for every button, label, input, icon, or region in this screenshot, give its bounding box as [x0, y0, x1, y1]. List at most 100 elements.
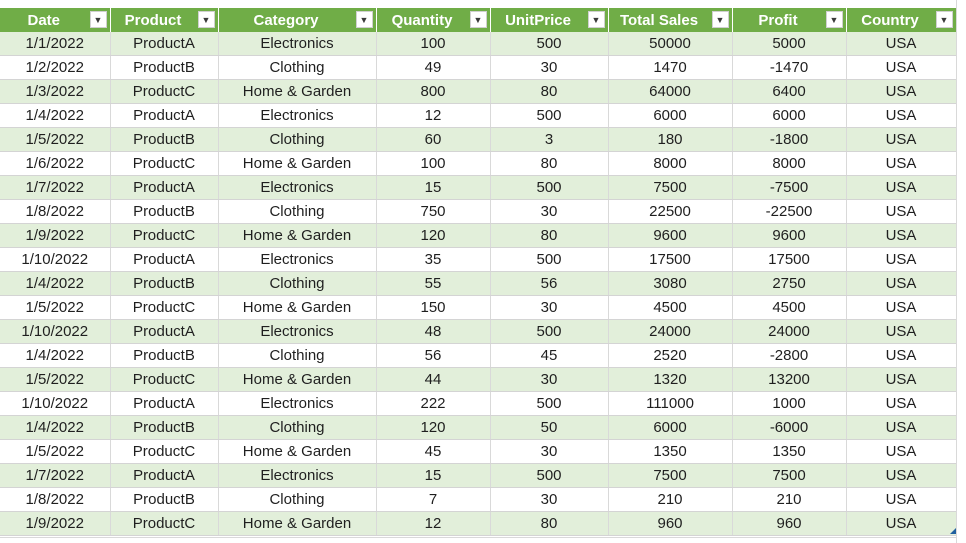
cell-unitprice[interactable]: 56	[490, 271, 609, 296]
cell-category[interactable]: Electronics	[218, 247, 377, 272]
cell-date[interactable]: 1/4/2022	[0, 103, 111, 128]
cell-product[interactable]: ProductA	[110, 32, 219, 56]
cell-category[interactable]: Electronics	[218, 175, 377, 200]
cell-quantity[interactable]: 35	[376, 247, 491, 272]
cell-date[interactable]: 1/9/2022	[0, 223, 111, 248]
cell-date[interactable]: 1/5/2022	[0, 367, 111, 392]
cell-product[interactable]: ProductA	[110, 103, 219, 128]
cell-total-sales[interactable]: 180	[608, 127, 733, 152]
cell-country[interactable]: USA	[846, 79, 957, 104]
cell-product[interactable]: ProductC	[110, 367, 219, 392]
cell-profit[interactable]: 6400	[732, 79, 847, 104]
filter-dropdown-icon[interactable]: ▼	[587, 11, 605, 28]
cell-unitprice[interactable]: 500	[490, 319, 609, 344]
cell-date[interactable]: 1/10/2022	[0, 247, 111, 272]
cell-unitprice[interactable]: 500	[490, 103, 609, 128]
cell-profit[interactable]: -22500	[732, 199, 847, 224]
cell-total-sales[interactable]: 4500	[608, 295, 733, 320]
filter-dropdown-icon[interactable]: ▼	[89, 11, 107, 28]
cell-date[interactable]: 1/10/2022	[0, 319, 111, 344]
cell-quantity[interactable]: 120	[376, 415, 491, 440]
cell-total-sales[interactable]: 210	[608, 487, 733, 512]
cell-date[interactable]: 1/1/2022	[0, 32, 111, 56]
cell-category[interactable]: Home & Garden	[218, 439, 377, 464]
cell-category[interactable]: Electronics	[218, 319, 377, 344]
cell-date[interactable]: 1/4/2022	[0, 271, 111, 296]
cell-quantity[interactable]: 15	[376, 463, 491, 488]
cell-date[interactable]: 1/8/2022	[0, 199, 111, 224]
cell-profit[interactable]: 4500	[732, 295, 847, 320]
cell-profit[interactable]: 9600	[732, 223, 847, 248]
cell-unitprice[interactable]: 500	[490, 463, 609, 488]
cell-unitprice[interactable]: 45	[490, 343, 609, 368]
cell-category[interactable]: Home & Garden	[218, 151, 377, 176]
cell-profit[interactable]: -1470	[732, 55, 847, 80]
cell-total-sales[interactable]: 2520	[608, 343, 733, 368]
cell-total-sales[interactable]: 1350	[608, 439, 733, 464]
cell-total-sales[interactable]: 6000	[608, 415, 733, 440]
cell-country[interactable]: USA	[846, 463, 957, 488]
cell-unitprice[interactable]: 30	[490, 487, 609, 512]
cell-country[interactable]: USA	[846, 439, 957, 464]
cell-category[interactable]: Home & Garden	[218, 223, 377, 248]
cell-profit[interactable]: 960	[732, 511, 847, 536]
cell-quantity[interactable]: 222	[376, 391, 491, 416]
cell-country[interactable]: USA	[846, 199, 957, 224]
cell-date[interactable]: 1/3/2022	[0, 79, 111, 104]
cell-total-sales[interactable]: 1320	[608, 367, 733, 392]
cell-total-sales[interactable]: 24000	[608, 319, 733, 344]
cell-country[interactable]: USA	[846, 295, 957, 320]
cell-unitprice[interactable]: 500	[490, 391, 609, 416]
cell-product[interactable]: ProductC	[110, 223, 219, 248]
cell-quantity[interactable]: 49	[376, 55, 491, 80]
cell-total-sales[interactable]: 17500	[608, 247, 733, 272]
cell-quantity[interactable]: 48	[376, 319, 491, 344]
cell-unitprice[interactable]: 80	[490, 511, 609, 536]
cell-product[interactable]: ProductB	[110, 127, 219, 152]
cell-quantity[interactable]: 15	[376, 175, 491, 200]
cell-unitprice[interactable]: 500	[490, 175, 609, 200]
column-header-total-sales[interactable]: Total Sales ▼	[608, 8, 733, 32]
cell-product[interactable]: ProductB	[110, 199, 219, 224]
cell-profit[interactable]: 8000	[732, 151, 847, 176]
cell-category[interactable]: Electronics	[218, 463, 377, 488]
cell-category[interactable]: Clothing	[218, 271, 377, 296]
cell-date[interactable]: 1/2/2022	[0, 55, 111, 80]
cell-country[interactable]: USA	[846, 175, 957, 200]
column-header-country[interactable]: Country ▼	[846, 8, 957, 32]
cell-total-sales[interactable]: 111000	[608, 391, 733, 416]
cell-country[interactable]: USA	[846, 223, 957, 248]
cell-country[interactable]: USA	[846, 32, 957, 56]
cell-product[interactable]: ProductB	[110, 487, 219, 512]
cell-date[interactable]: 1/5/2022	[0, 295, 111, 320]
cell-country[interactable]: USA	[846, 415, 957, 440]
cell-unitprice[interactable]: 500	[490, 247, 609, 272]
cell-profit[interactable]: 24000	[732, 319, 847, 344]
cell-date[interactable]: 1/9/2022	[0, 511, 111, 536]
cell-date[interactable]: 1/5/2022	[0, 439, 111, 464]
cell-date[interactable]: 1/7/2022	[0, 175, 111, 200]
cell-total-sales[interactable]: 8000	[608, 151, 733, 176]
cell-country[interactable]: USA	[846, 103, 957, 128]
cell-quantity[interactable]: 150	[376, 295, 491, 320]
cell-profit[interactable]: 210	[732, 487, 847, 512]
cell-country[interactable]: USA	[846, 511, 957, 536]
cell-product[interactable]: ProductC	[110, 295, 219, 320]
cell-total-sales[interactable]: 22500	[608, 199, 733, 224]
cell-total-sales[interactable]: 9600	[608, 223, 733, 248]
cell-total-sales[interactable]: 7500	[608, 463, 733, 488]
cell-product[interactable]: ProductB	[110, 271, 219, 296]
cell-profit[interactable]: 5000	[732, 32, 847, 56]
cell-country[interactable]: USA	[846, 343, 957, 368]
cell-country[interactable]: USA	[846, 487, 957, 512]
filter-dropdown-icon[interactable]: ▼	[825, 11, 843, 28]
cell-date[interactable]: 1/7/2022	[0, 463, 111, 488]
cell-quantity[interactable]: 7	[376, 487, 491, 512]
cell-product[interactable]: ProductA	[110, 247, 219, 272]
cell-unitprice[interactable]: 30	[490, 55, 609, 80]
cell-category[interactable]: Home & Garden	[218, 295, 377, 320]
cell-profit[interactable]: -7500	[732, 175, 847, 200]
cell-category[interactable]: Clothing	[218, 487, 377, 512]
cell-country[interactable]: USA	[846, 319, 957, 344]
